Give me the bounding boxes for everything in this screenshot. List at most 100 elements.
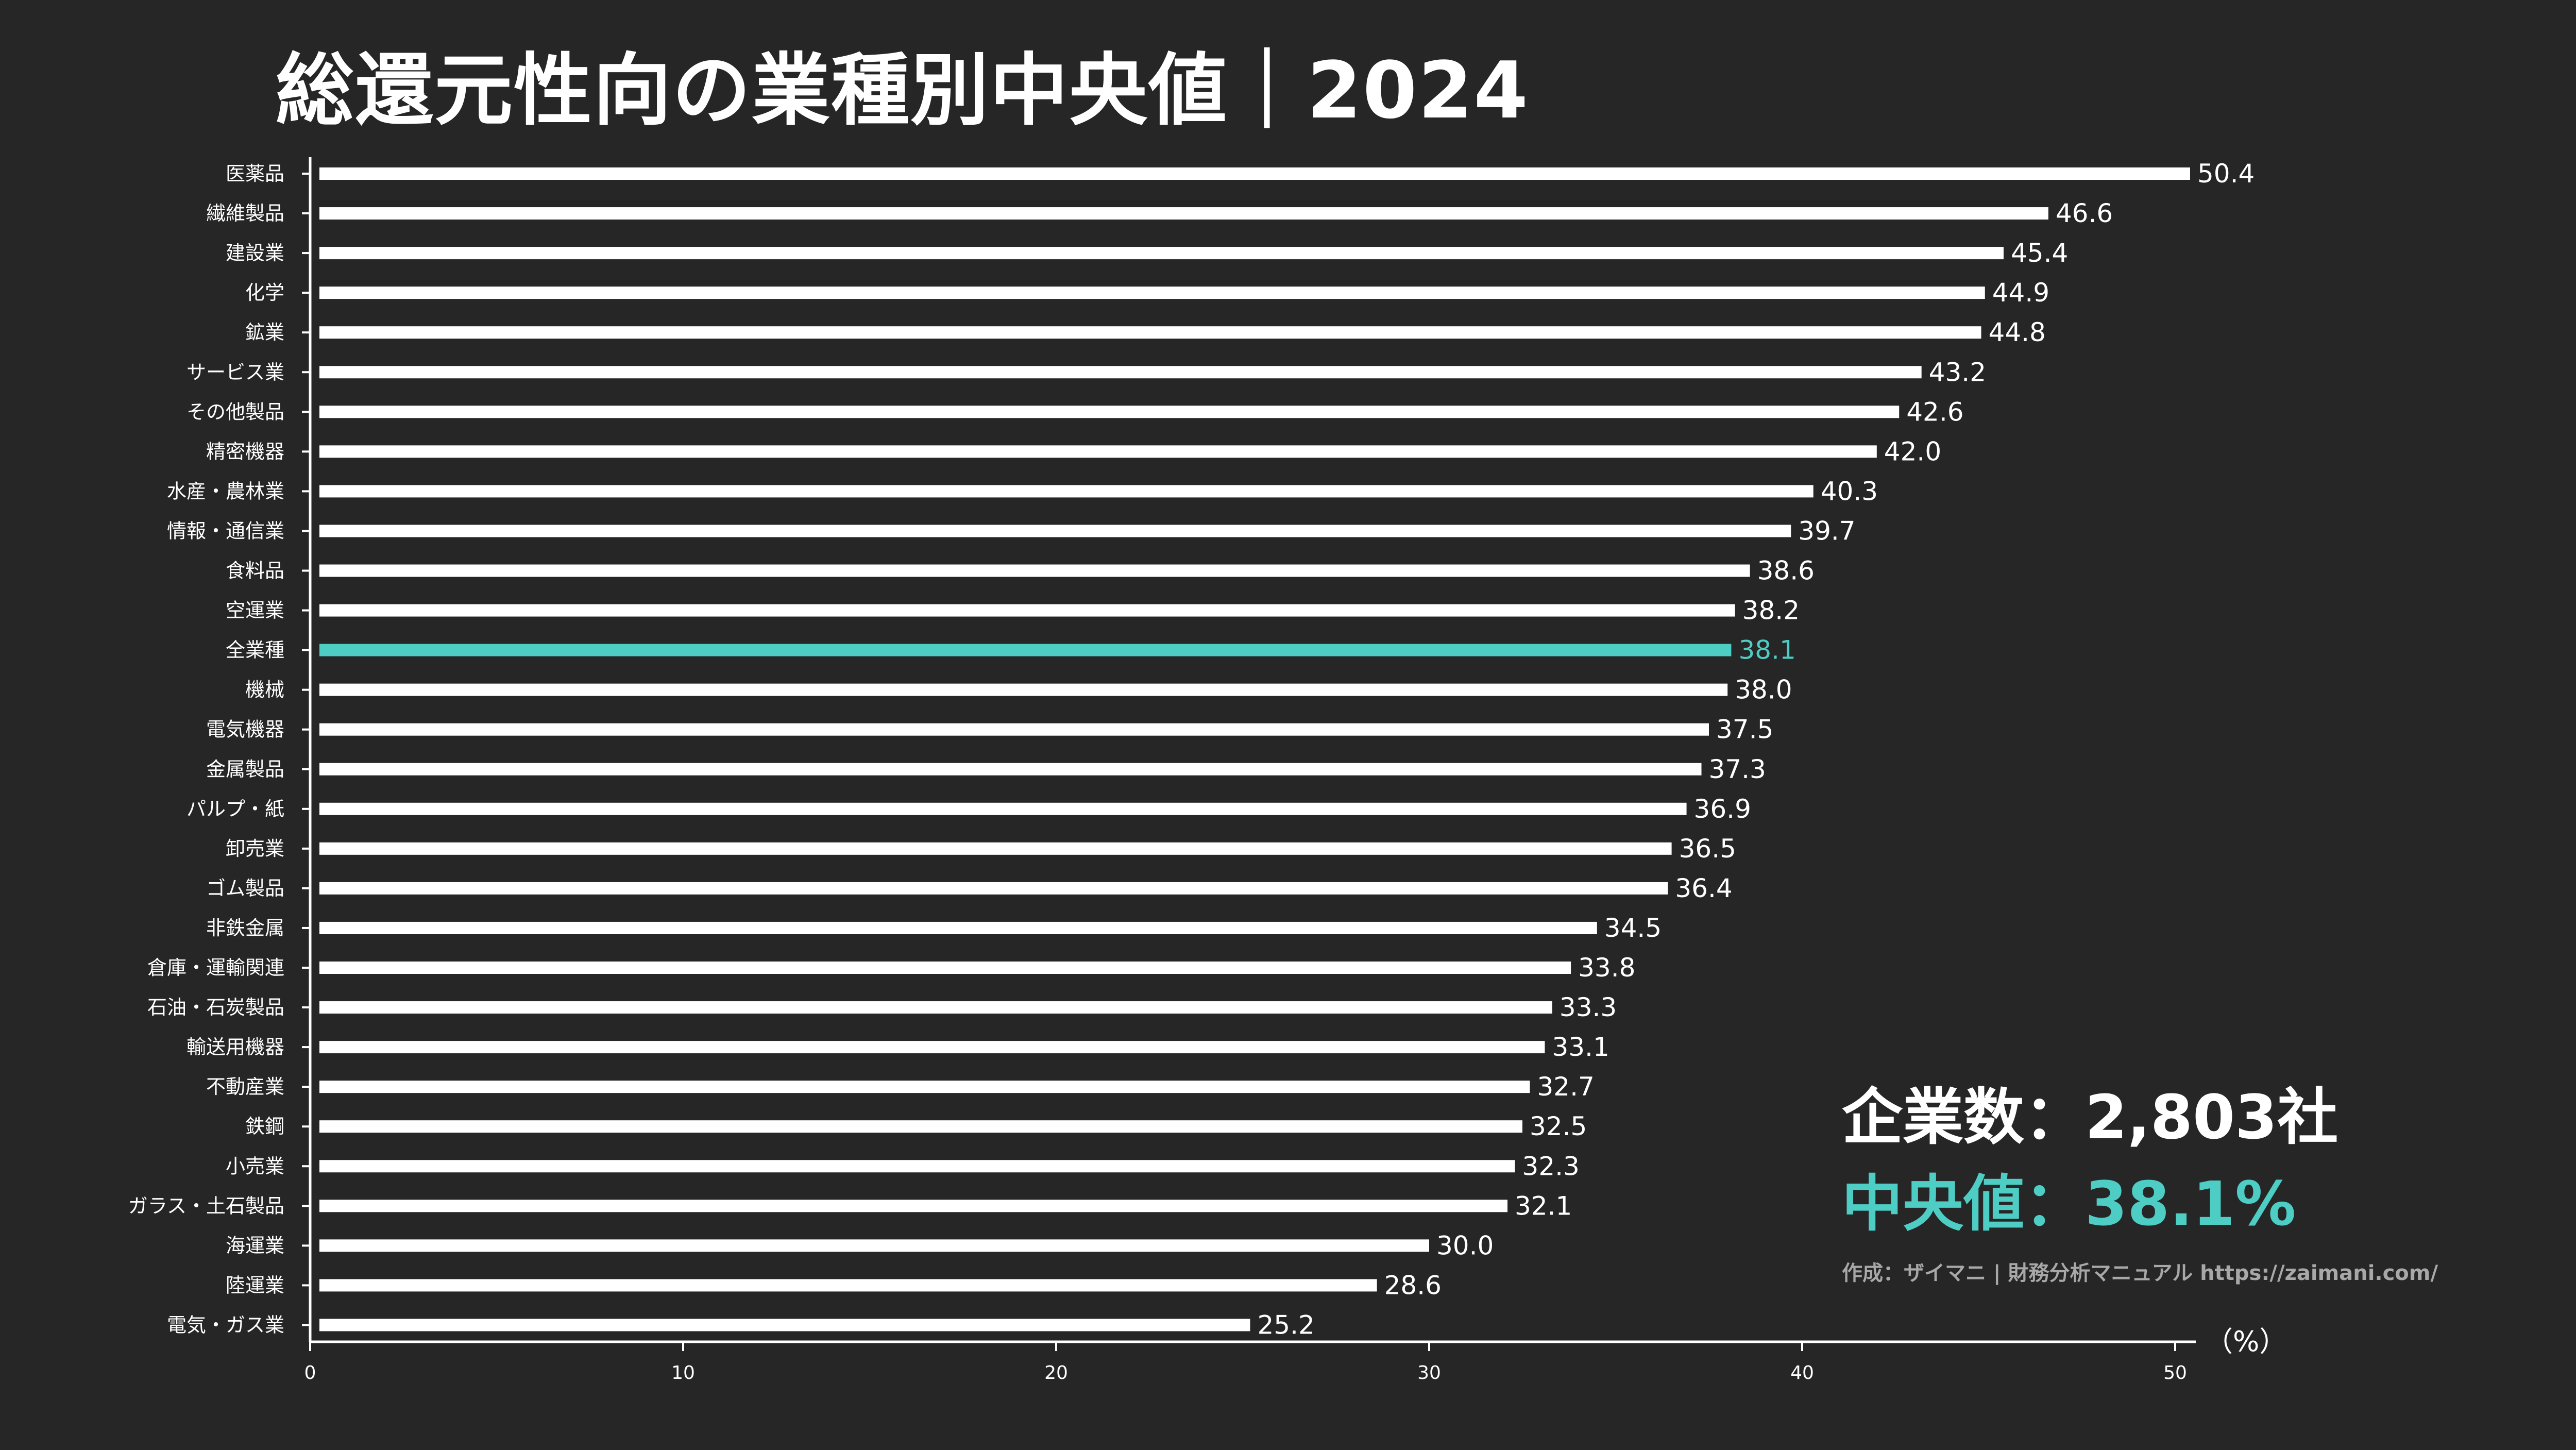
category-label: 小売業 — [226, 1155, 284, 1177]
category-label: 鉄鋼 — [245, 1115, 284, 1138]
value-label: 28.6 — [1384, 1270, 1442, 1300]
category-label: 医薬品 — [226, 162, 284, 185]
category-label: 繊維製品 — [206, 202, 284, 225]
value-label: 32.5 — [1530, 1111, 1587, 1141]
value-label: 30.0 — [1436, 1230, 1494, 1260]
bar — [319, 1081, 1530, 1093]
credit-text: 作成：ザイマニ | 財務分析マニュアル https://zaimani.com/ — [1842, 1261, 2438, 1286]
bar — [319, 644, 1732, 656]
median-value: 中央値：38.1% — [1842, 1168, 2296, 1239]
bar — [319, 604, 1735, 617]
value-label: 40.3 — [1821, 476, 1878, 506]
bar — [319, 366, 1922, 379]
category-label: 卸売業 — [226, 837, 284, 860]
bar — [319, 326, 1981, 339]
category-label: 化学 — [245, 281, 284, 304]
category-label: 金属製品 — [206, 758, 284, 781]
value-label: 37.3 — [1709, 754, 1766, 784]
bar — [319, 763, 1702, 775]
bar — [319, 525, 1791, 537]
category-label: 倉庫・運輸関連 — [147, 956, 284, 979]
category-label: ガラス・土石製品 — [128, 1194, 284, 1217]
value-label: 44.8 — [1989, 317, 2046, 347]
value-label: 44.9 — [1992, 278, 2049, 308]
x-tick-label: 50 — [2163, 1362, 2187, 1384]
bar — [319, 723, 1709, 736]
company-count: 企業数：2,803社 — [1842, 1082, 2338, 1153]
bar — [319, 485, 1814, 498]
bar — [319, 802, 1687, 815]
bar — [319, 1239, 1429, 1252]
category-label: 機械 — [245, 679, 284, 701]
bar — [319, 842, 1672, 855]
value-label: 32.1 — [1515, 1191, 1572, 1221]
value-label: 45.4 — [2011, 238, 2068, 268]
category-label: 鉱業 — [245, 321, 284, 344]
category-label: 陸運業 — [226, 1274, 284, 1296]
bar — [319, 1120, 1522, 1133]
bar — [319, 1319, 1250, 1331]
category-label: パルプ・紙 — [187, 798, 284, 820]
value-label: 32.7 — [1537, 1072, 1594, 1102]
category-label: 不動産業 — [206, 1075, 284, 1098]
bar — [319, 962, 1571, 974]
value-label: 36.9 — [1694, 794, 1751, 824]
value-label: 38.1 — [1738, 635, 1795, 665]
value-label: 38.6 — [1757, 556, 1815, 586]
category-label: 非鉄金属 — [206, 917, 284, 939]
x-tick-label: 0 — [304, 1362, 316, 1384]
bar — [319, 1041, 1545, 1054]
value-label: 36.5 — [1679, 834, 1736, 864]
value-label: 33.8 — [1578, 953, 1635, 983]
value-label: 25.2 — [1257, 1310, 1314, 1340]
bar — [319, 207, 2048, 220]
value-label: 46.6 — [2056, 198, 2113, 228]
category-label: 海運業 — [226, 1234, 284, 1257]
category-label: 精密機器 — [206, 440, 284, 463]
category-label: 全業種 — [226, 639, 284, 662]
category-label: 水産・農林業 — [167, 480, 284, 502]
category-label: ゴム製品 — [206, 877, 284, 900]
bar — [319, 683, 1728, 696]
category-label: 食料品 — [226, 560, 284, 582]
bar — [319, 406, 1900, 418]
category-label: 石油・石炭製品 — [147, 996, 284, 1019]
category-label: 輸送用機器 — [187, 1036, 284, 1058]
category-label: その他製品 — [187, 400, 284, 423]
bar — [319, 247, 2004, 260]
x-tick-label: 40 — [1790, 1362, 1814, 1384]
bar — [319, 1001, 1552, 1014]
value-label: 42.0 — [1884, 436, 1941, 466]
category-label: 建設業 — [226, 242, 284, 264]
category-label: 電気・ガス業 — [167, 1313, 284, 1336]
value-label: 50.4 — [2197, 159, 2255, 189]
value-label: 36.4 — [1675, 873, 1732, 903]
bar — [319, 921, 1597, 934]
value-label: 38.2 — [1742, 596, 1800, 626]
value-label: 37.5 — [1716, 715, 1773, 745]
bar — [319, 1160, 1515, 1173]
summary-panel: 企業数：2,803社 中央値：38.1% 作成：ザイマニ | 財務分析マニュアル… — [1842, 1074, 2438, 1286]
bar — [319, 882, 1668, 895]
bar — [319, 564, 1750, 577]
value-label: 32.3 — [1522, 1151, 1580, 1181]
value-label: 38.0 — [1735, 675, 1792, 705]
bar — [319, 286, 1985, 299]
x-tick-label: 30 — [1417, 1362, 1441, 1384]
category-label: 空運業 — [226, 599, 284, 622]
bar — [319, 167, 2190, 180]
value-label: 34.5 — [1604, 913, 1662, 943]
x-unit-label: （%） — [2205, 1325, 2287, 1358]
bar — [319, 445, 1877, 458]
value-label: 43.2 — [1929, 357, 1986, 387]
value-label: 33.1 — [1552, 1032, 1609, 1062]
bar — [319, 1279, 1377, 1292]
x-tick-label: 10 — [671, 1362, 695, 1384]
value-label: 39.7 — [1798, 516, 1855, 546]
category-label: 電気機器 — [206, 718, 284, 741]
bar — [319, 1200, 1508, 1212]
category-label: サービス業 — [187, 361, 284, 383]
x-tick-label: 20 — [1044, 1362, 1068, 1384]
value-label: 33.3 — [1560, 992, 1617, 1022]
